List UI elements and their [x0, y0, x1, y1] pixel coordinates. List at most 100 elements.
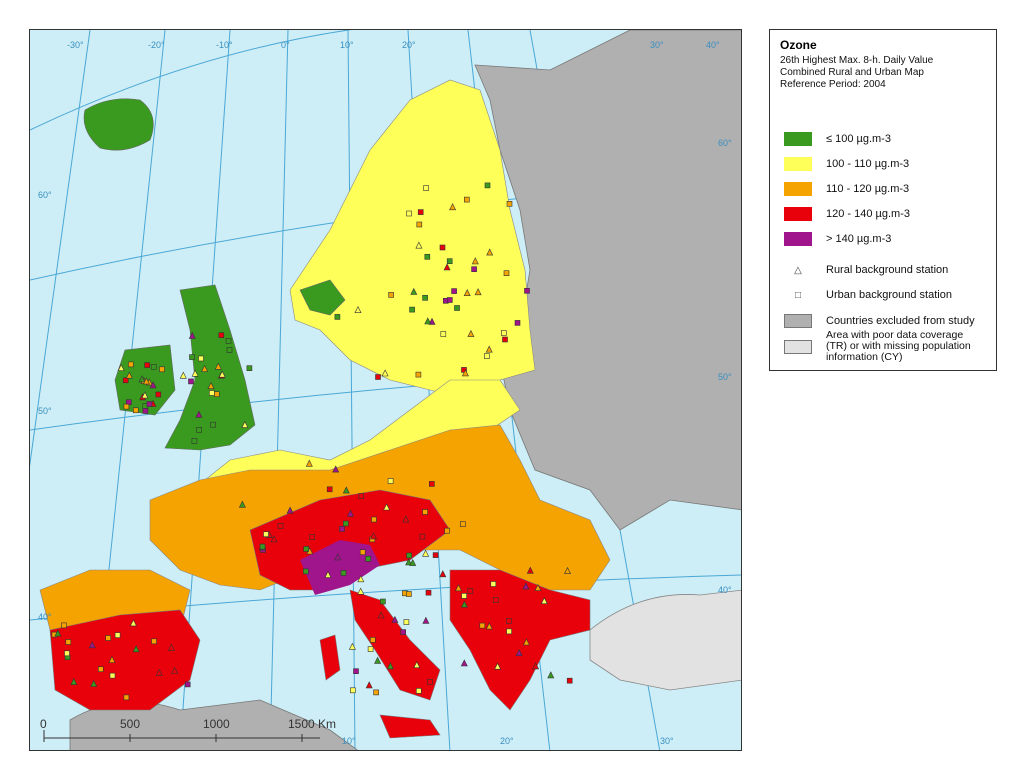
urban-station-marker	[188, 378, 194, 385]
region-le-100	[83, 98, 346, 451]
urban-station-marker	[340, 570, 347, 576]
rural-station-marker	[117, 364, 125, 372]
urban-station-marker	[424, 254, 431, 260]
urban-station-marker	[388, 292, 394, 298]
rural-station-marker	[286, 506, 294, 514]
urban-station-marker	[459, 521, 466, 528]
rural-station-marker	[467, 329, 475, 337]
urban-station-marker	[490, 581, 497, 587]
rural-label: Rural background station	[826, 264, 949, 276]
urban-station-marker	[109, 672, 116, 679]
urban-station-marker	[367, 646, 374, 652]
legend-subtitle-3: Reference Period: 2004	[780, 79, 886, 90]
rural-station-marker	[383, 503, 391, 511]
urban-station-marker	[339, 526, 345, 532]
map-legend: Ozone 26th Highest Max. 8-h. Daily Value…	[769, 29, 997, 371]
urban-station-marker	[428, 481, 435, 487]
rural-station-marker	[415, 241, 423, 249]
class-label: > 140 µg.m-3	[826, 233, 892, 245]
lon-label: 40°	[706, 40, 720, 50]
lat-label: 50°	[718, 372, 732, 382]
iberia-red	[49, 609, 201, 711]
rural-station-marker	[515, 649, 523, 657]
rural-station-marker	[108, 655, 116, 663]
rural-station-marker	[201, 364, 209, 372]
urban-station-marker	[263, 531, 269, 538]
lon-label: -20°	[148, 40, 165, 50]
urban-station-marker	[65, 639, 72, 645]
rural-station-marker	[471, 257, 479, 265]
urban-label: Urban background station	[826, 289, 952, 301]
urban-station-marker	[191, 438, 198, 444]
urban-station-marker	[506, 628, 512, 635]
urban-station-marker	[505, 618, 512, 624]
rural-station-marker	[377, 611, 385, 619]
region-120-140	[49, 489, 591, 739]
triangle-icon: △	[794, 264, 802, 276]
urban-station-marker	[506, 201, 513, 207]
urban-station-marker	[349, 687, 356, 694]
urban-station-marker	[415, 371, 422, 378]
urban-station-marker	[198, 355, 204, 362]
rural-station-marker	[455, 584, 462, 592]
urban-station-marker	[326, 486, 333, 493]
lon-line-0	[269, 30, 289, 750]
lat-label: 50°	[38, 406, 52, 416]
urban-station-marker	[446, 297, 453, 303]
legend-class-row: > 140 µg.m-3	[784, 232, 891, 246]
rural-station-marker	[374, 656, 382, 664]
rural-station-marker	[564, 566, 571, 574]
rural-station-marker	[485, 622, 493, 630]
rural-station-marker	[138, 375, 146, 383]
class-swatch	[784, 207, 812, 221]
urban-station-marker	[303, 546, 310, 552]
lon-label: 20°	[402, 40, 416, 50]
urban-station-marker	[189, 354, 195, 360]
urban-station-marker	[133, 407, 139, 414]
urban-station-marker	[432, 552, 439, 558]
urban-station-marker	[467, 588, 474, 594]
rural-station-marker	[342, 486, 350, 494]
urban-station-marker	[210, 421, 216, 428]
lon-label: -30°	[67, 40, 84, 50]
europe-ozone-map[interactable]: -30° -20° -10° 0° 10° 20° 30° 40° 10° 20…	[30, 30, 742, 751]
rural-station-marker	[214, 362, 222, 370]
rural-station-marker	[132, 645, 140, 653]
scale-label: 500	[120, 717, 140, 731]
rural-station-marker	[532, 662, 540, 670]
rural-station-marker	[534, 583, 542, 591]
urban-station-marker	[440, 331, 447, 337]
urban-station-marker	[403, 619, 410, 625]
urban-station-marker	[371, 516, 377, 523]
russia-ukraine-region	[474, 30, 741, 531]
rural-station-marker	[142, 377, 150, 385]
rural-station-marker	[54, 629, 62, 637]
urban-station-marker	[196, 426, 202, 433]
urban-station-marker	[524, 287, 530, 294]
lat-line-70	[30, 30, 741, 131]
scale-label: 1000	[203, 717, 230, 731]
urban-station-marker	[64, 650, 70, 657]
map-frame[interactable]: -30° -20° -10° 0° 10° 20° 30° 40° 10° 20…	[29, 29, 742, 751]
rural-station-marker	[88, 641, 96, 649]
urban-station-marker	[365, 555, 371, 562]
rural-station-marker	[155, 668, 163, 676]
urban-station-marker	[406, 552, 412, 559]
urban-station-marker	[406, 210, 412, 217]
rural-station-marker	[461, 369, 469, 377]
urban-station-marker	[502, 336, 508, 343]
urban-station-marker	[353, 668, 359, 675]
urban-station-marker	[302, 568, 309, 575]
urban-station-marker	[309, 534, 316, 541]
urban-station-marker	[123, 694, 130, 701]
rural-station-marker	[334, 553, 342, 561]
rural-station-marker	[324, 570, 332, 578]
urban-station-marker	[500, 330, 507, 336]
class-swatch	[784, 182, 812, 196]
urban-station-marker	[471, 266, 477, 272]
urban-station-marker	[218, 332, 225, 339]
urban-station-marker	[406, 591, 412, 597]
rural-station-marker	[305, 459, 313, 467]
legend-rural-row: △ Rural background station	[784, 264, 948, 276]
rural-station-marker	[149, 381, 157, 389]
